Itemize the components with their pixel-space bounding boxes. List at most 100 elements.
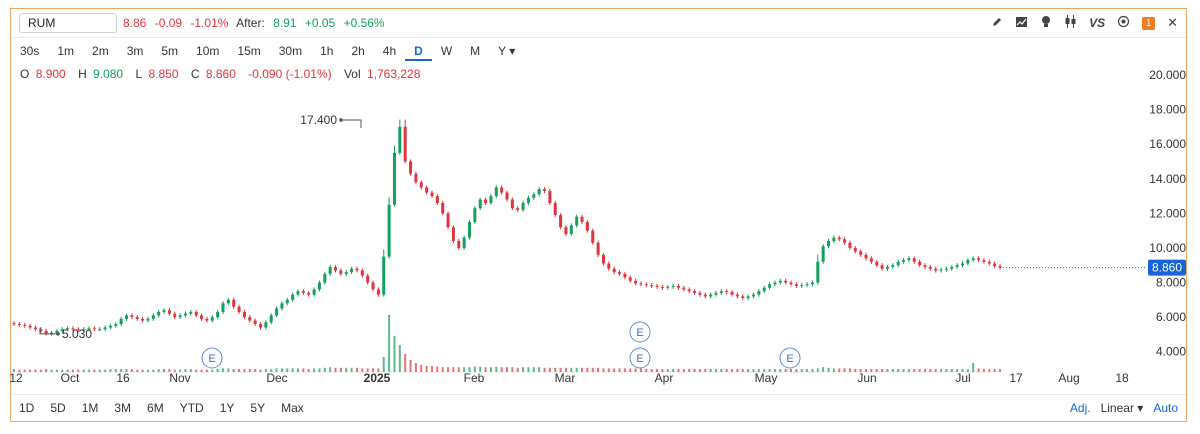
- candle-body: [114, 324, 118, 326]
- candle-body: [714, 292, 718, 295]
- volume-bar: [602, 368, 605, 372]
- interval-9[interactable]: 2h: [351, 44, 365, 58]
- interval-10[interactable]: 4h: [382, 44, 397, 58]
- volume-bar: [806, 369, 809, 372]
- range-0[interactable]: 1D: [19, 401, 35, 415]
- close-icon[interactable]: ✕: [1167, 15, 1178, 30]
- volume-bar: [313, 368, 316, 372]
- volume-bar: [430, 366, 433, 372]
- candle-body: [178, 315, 182, 318]
- volume-bar: [441, 367, 444, 372]
- volume-bar: [934, 369, 937, 372]
- volume-bar: [714, 369, 717, 372]
- adj-toggle[interactable]: Adj.: [1069, 401, 1091, 415]
- candle-body: [205, 318, 209, 321]
- interval-11[interactable]: D: [405, 41, 432, 61]
- pencil-icon[interactable]: [991, 16, 1003, 31]
- volume-bar: [388, 315, 391, 372]
- candle-body: [778, 280, 782, 283]
- volume-bar: [843, 368, 846, 372]
- candles-icon[interactable]: [1064, 15, 1077, 31]
- range-4[interactable]: 6M: [147, 401, 164, 415]
- candle-body: [650, 285, 654, 287]
- candle-body: [242, 311, 246, 318]
- volume-bar: [318, 368, 321, 372]
- scale-dropdown[interactable]: Linear ▾: [1100, 401, 1144, 415]
- candle-body: [559, 215, 563, 228]
- interval-1[interactable]: 1m: [57, 44, 75, 58]
- high-value: 9.080: [93, 67, 124, 81]
- chart-icon[interactable]: [1015, 16, 1028, 31]
- interval-0[interactable]: 30s: [20, 44, 40, 58]
- candle-body: [478, 199, 482, 209]
- volume-bar: [221, 368, 224, 372]
- after-hours-change: +0.05: [304, 16, 336, 30]
- auto-toggle[interactable]: Auto: [1153, 401, 1178, 415]
- bulb-icon[interactable]: [1040, 15, 1052, 31]
- candle-body: [660, 286, 664, 288]
- volume-bar: [897, 369, 900, 372]
- candle-body: [339, 270, 343, 274]
- volume-bar: [500, 367, 503, 372]
- candle-body: [875, 261, 879, 266]
- interval-2[interactable]: 2m: [92, 44, 109, 58]
- candle-body: [130, 315, 134, 318]
- volume-bar: [532, 367, 535, 372]
- interval-7[interactable]: 30m: [278, 44, 303, 58]
- interval-13[interactable]: M: [470, 44, 481, 58]
- candle-body: [575, 216, 579, 226]
- earnings-marker: [629, 347, 651, 369]
- candle-body: [902, 260, 906, 262]
- interval-4[interactable]: 5m: [161, 44, 179, 58]
- ohlc-readout: O 8.900 H 9.080 L 8.850 C 8.860 -0.090 (…: [20, 67, 423, 81]
- volume-bar: [157, 369, 160, 372]
- candle-body: [521, 202, 525, 210]
- volume-bar: [945, 369, 948, 372]
- range-3[interactable]: 3M: [114, 401, 132, 415]
- candle-body: [735, 294, 739, 297]
- y-tick-label: 20.000: [1149, 68, 1186, 82]
- volume-bar: [811, 369, 814, 372]
- open-value: 8.900: [35, 67, 66, 81]
- notification-badge[interactable]: 1: [1142, 16, 1156, 30]
- volume-bar: [130, 369, 133, 372]
- volume-bar: [891, 369, 894, 372]
- volume-bar: [436, 366, 439, 372]
- volume-bar: [120, 369, 123, 372]
- interval-8[interactable]: 1h: [320, 44, 334, 58]
- x-tick-label: Dec: [266, 371, 287, 385]
- candle-body: [810, 282, 814, 285]
- interval-12[interactable]: W: [440, 44, 453, 58]
- candle-body: [457, 241, 461, 248]
- volume-bar: [564, 367, 567, 372]
- range-2[interactable]: 1M: [81, 401, 99, 415]
- volume-bar: [168, 369, 171, 372]
- vs-icon[interactable]: VS: [1089, 16, 1106, 30]
- range-5[interactable]: YTD: [179, 401, 204, 415]
- candle-body: [928, 266, 932, 269]
- range-6[interactable]: 1Y: [219, 401, 235, 415]
- range-7[interactable]: 5Y: [250, 401, 266, 415]
- volume-bar: [136, 369, 139, 372]
- candle-body: [982, 260, 986, 262]
- candle-body: [92, 328, 96, 330]
- settings-icon[interactable]: [1117, 15, 1130, 31]
- symbol-input[interactable]: RUM: [19, 13, 117, 33]
- y-tick-label: 12.000: [1149, 206, 1186, 220]
- range-1[interactable]: 5D: [50, 401, 66, 415]
- candle-body: [864, 254, 868, 259]
- volume-bar: [425, 366, 428, 372]
- interval-3[interactable]: 3m: [126, 44, 144, 58]
- volume-bar: [650, 369, 653, 372]
- interval-6[interactable]: 15m: [237, 44, 261, 58]
- interval-14[interactable]: Y ▾: [498, 44, 516, 58]
- candle-body: [285, 299, 289, 304]
- volume-bar: [88, 369, 91, 372]
- volume-bar: [275, 368, 278, 372]
- interval-5[interactable]: 10m: [196, 44, 220, 58]
- volume-bar: [827, 367, 830, 372]
- range-8[interactable]: Max: [281, 401, 304, 415]
- low-label: L: [135, 67, 143, 81]
- volume-bar: [543, 367, 546, 372]
